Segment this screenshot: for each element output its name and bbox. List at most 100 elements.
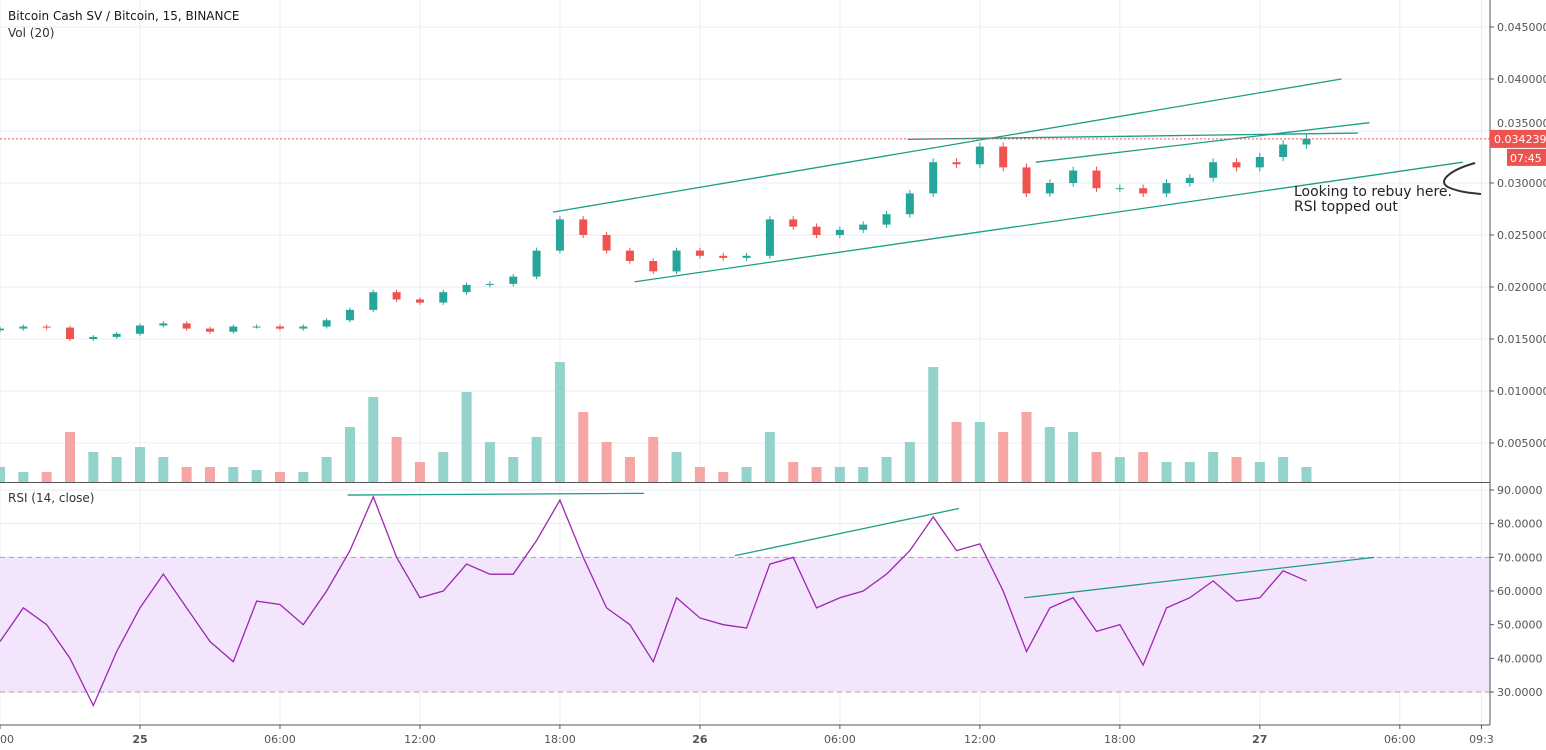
candle	[322, 320, 331, 327]
time-tick-label: 18:00	[1104, 733, 1136, 746]
candle	[719, 255, 728, 258]
volume-bar	[251, 470, 262, 482]
candle	[765, 219, 774, 256]
rsi-tick-label: 40.0000	[1497, 652, 1543, 665]
volume-bar	[578, 412, 589, 482]
volume-label: Vol (20)	[8, 26, 55, 40]
candle	[19, 326, 28, 329]
candle	[929, 162, 938, 194]
candle	[89, 336, 98, 339]
rsi-label: RSI (14, close)	[8, 491, 95, 505]
chart-title: Bitcoin Cash SV / Bitcoin, 15, BINANCE	[8, 9, 240, 23]
candle	[882, 214, 891, 225]
candle	[1302, 138, 1311, 145]
price-tick-label: 0.025000	[1497, 229, 1546, 242]
volume-bar	[88, 452, 99, 482]
trendline	[552, 78, 1342, 213]
volume-bar	[344, 427, 355, 482]
volume-bar	[904, 442, 915, 482]
volume-bar	[0, 467, 5, 482]
candle	[485, 283, 494, 285]
candle	[1139, 188, 1148, 194]
candle	[159, 323, 168, 326]
rsi-band	[0, 557, 1490, 693]
volume-bar	[1301, 467, 1312, 482]
volume-bar	[414, 462, 425, 482]
trendline	[907, 132, 1358, 140]
volume-bar	[858, 467, 869, 482]
candle	[649, 261, 658, 272]
time-tick-label: 12:00	[404, 733, 436, 746]
volume-bar	[484, 442, 495, 482]
price-tick-label: 0.020000	[1497, 281, 1546, 294]
price-tick-label: 0.030000	[1497, 177, 1546, 190]
volume-bar	[274, 472, 285, 482]
candle	[509, 276, 518, 284]
candle	[1045, 183, 1054, 194]
candle	[0, 328, 4, 331]
volume-bar	[204, 467, 215, 482]
candle	[1069, 170, 1078, 183]
volume-bar	[1021, 412, 1032, 482]
annotation-line-1: Looking to rebuy here.	[1294, 184, 1452, 200]
volume-bar	[624, 457, 635, 482]
candle	[392, 292, 401, 300]
last-price-badge	[1490, 129, 1546, 148]
volume-bar	[134, 447, 145, 482]
volume-bar	[1208, 452, 1219, 482]
last-price-label: 0.034239	[1494, 133, 1546, 146]
volume-bar	[1184, 462, 1195, 482]
volume-bar	[41, 472, 52, 482]
candle	[812, 226, 821, 235]
rsi-tick-label: 90.0000	[1497, 484, 1543, 497]
candle	[1232, 162, 1241, 168]
volume-bar	[1231, 457, 1242, 482]
volume-bar	[834, 467, 845, 482]
price-axis	[1490, 0, 1546, 750]
volume-bar	[601, 442, 612, 482]
rsi-tick-label: 80.0000	[1497, 518, 1543, 531]
volume-bar	[718, 472, 729, 482]
volume-bar	[321, 457, 332, 482]
time-tick-label: 18:00	[544, 733, 576, 746]
price-tick-label: 0.040000	[1497, 73, 1546, 86]
volume-bar	[1068, 432, 1079, 482]
volume-bar	[298, 472, 309, 482]
time-tick-label: 26	[692, 733, 708, 746]
time-tick-label: 09:3	[1469, 733, 1494, 746]
volume-bar	[1044, 427, 1055, 482]
rsi-tick-label: 60.0000	[1497, 585, 1543, 598]
volume-bar	[998, 432, 1009, 482]
candle	[555, 219, 564, 251]
volume-bar	[181, 467, 192, 482]
candle	[999, 146, 1008, 168]
candle	[42, 326, 51, 328]
candle	[345, 309, 354, 321]
candle	[579, 219, 588, 235]
candle	[789, 219, 798, 227]
volume-bar	[368, 397, 379, 482]
hand-drawn-arrow-icon	[1443, 162, 1482, 195]
candle	[65, 327, 74, 339]
candle	[1022, 167, 1031, 194]
candle	[952, 162, 961, 165]
trendline	[1035, 122, 1370, 163]
candle	[205, 328, 214, 332]
rsi-trendline	[734, 507, 959, 557]
candle	[415, 299, 424, 303]
rsi-tick-label: 50.0000	[1497, 619, 1543, 632]
rsi-trendline	[347, 492, 644, 496]
price-tick-label: 0.010000	[1497, 385, 1546, 398]
volume-bar	[158, 457, 169, 482]
candle	[439, 292, 448, 303]
candle	[975, 146, 984, 165]
volume-bar	[694, 467, 705, 482]
rsi-tick-label: 70.0000	[1497, 551, 1543, 564]
candle	[135, 325, 144, 334]
candle	[1115, 188, 1124, 190]
time-tick-label: 12:00	[964, 733, 996, 746]
volume-bar	[974, 422, 985, 482]
candle	[835, 229, 844, 235]
price-tick-label: 0.045000	[1497, 21, 1546, 34]
